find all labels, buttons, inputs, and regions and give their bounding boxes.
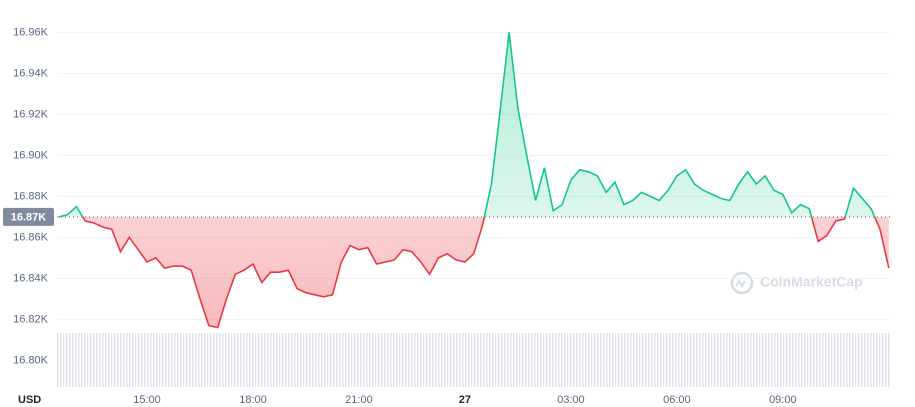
- price-line-above: [58, 32, 876, 217]
- x-tick-label: 09:00: [769, 394, 797, 406]
- x-tick-label: 27: [459, 394, 471, 406]
- x-tick-label: 21:00: [345, 394, 373, 406]
- y-tick-label: 16.84K: [13, 272, 49, 284]
- y-tick-label: 16.88K: [13, 190, 49, 202]
- x-tick-label: 18:00: [239, 394, 267, 406]
- watermark: CoinMarketCap: [730, 271, 863, 295]
- area-below: [58, 216, 889, 328]
- price-line-below: [58, 216, 890, 329]
- reference-label-box: [3, 207, 54, 226]
- x-tick-label: 15:00: [133, 394, 161, 406]
- currency-label: USD: [18, 394, 41, 406]
- y-tick-label: 16.96K: [13, 26, 49, 38]
- y-tick-label: 16.94K: [13, 67, 49, 79]
- reference-label: 16.87K: [11, 211, 47, 223]
- y-tick-label: 16.86K: [13, 231, 49, 243]
- watermark-text: CoinMarketCap: [760, 274, 863, 290]
- y-tick-label: 16.90K: [13, 149, 49, 161]
- y-tick-label: 16.80K: [13, 354, 49, 366]
- y-tick-label: 16.82K: [13, 313, 49, 325]
- y-tick-label: 16.92K: [13, 108, 49, 120]
- x-tick-label: 03:00: [557, 394, 585, 406]
- x-tick-label: 06:00: [663, 394, 691, 406]
